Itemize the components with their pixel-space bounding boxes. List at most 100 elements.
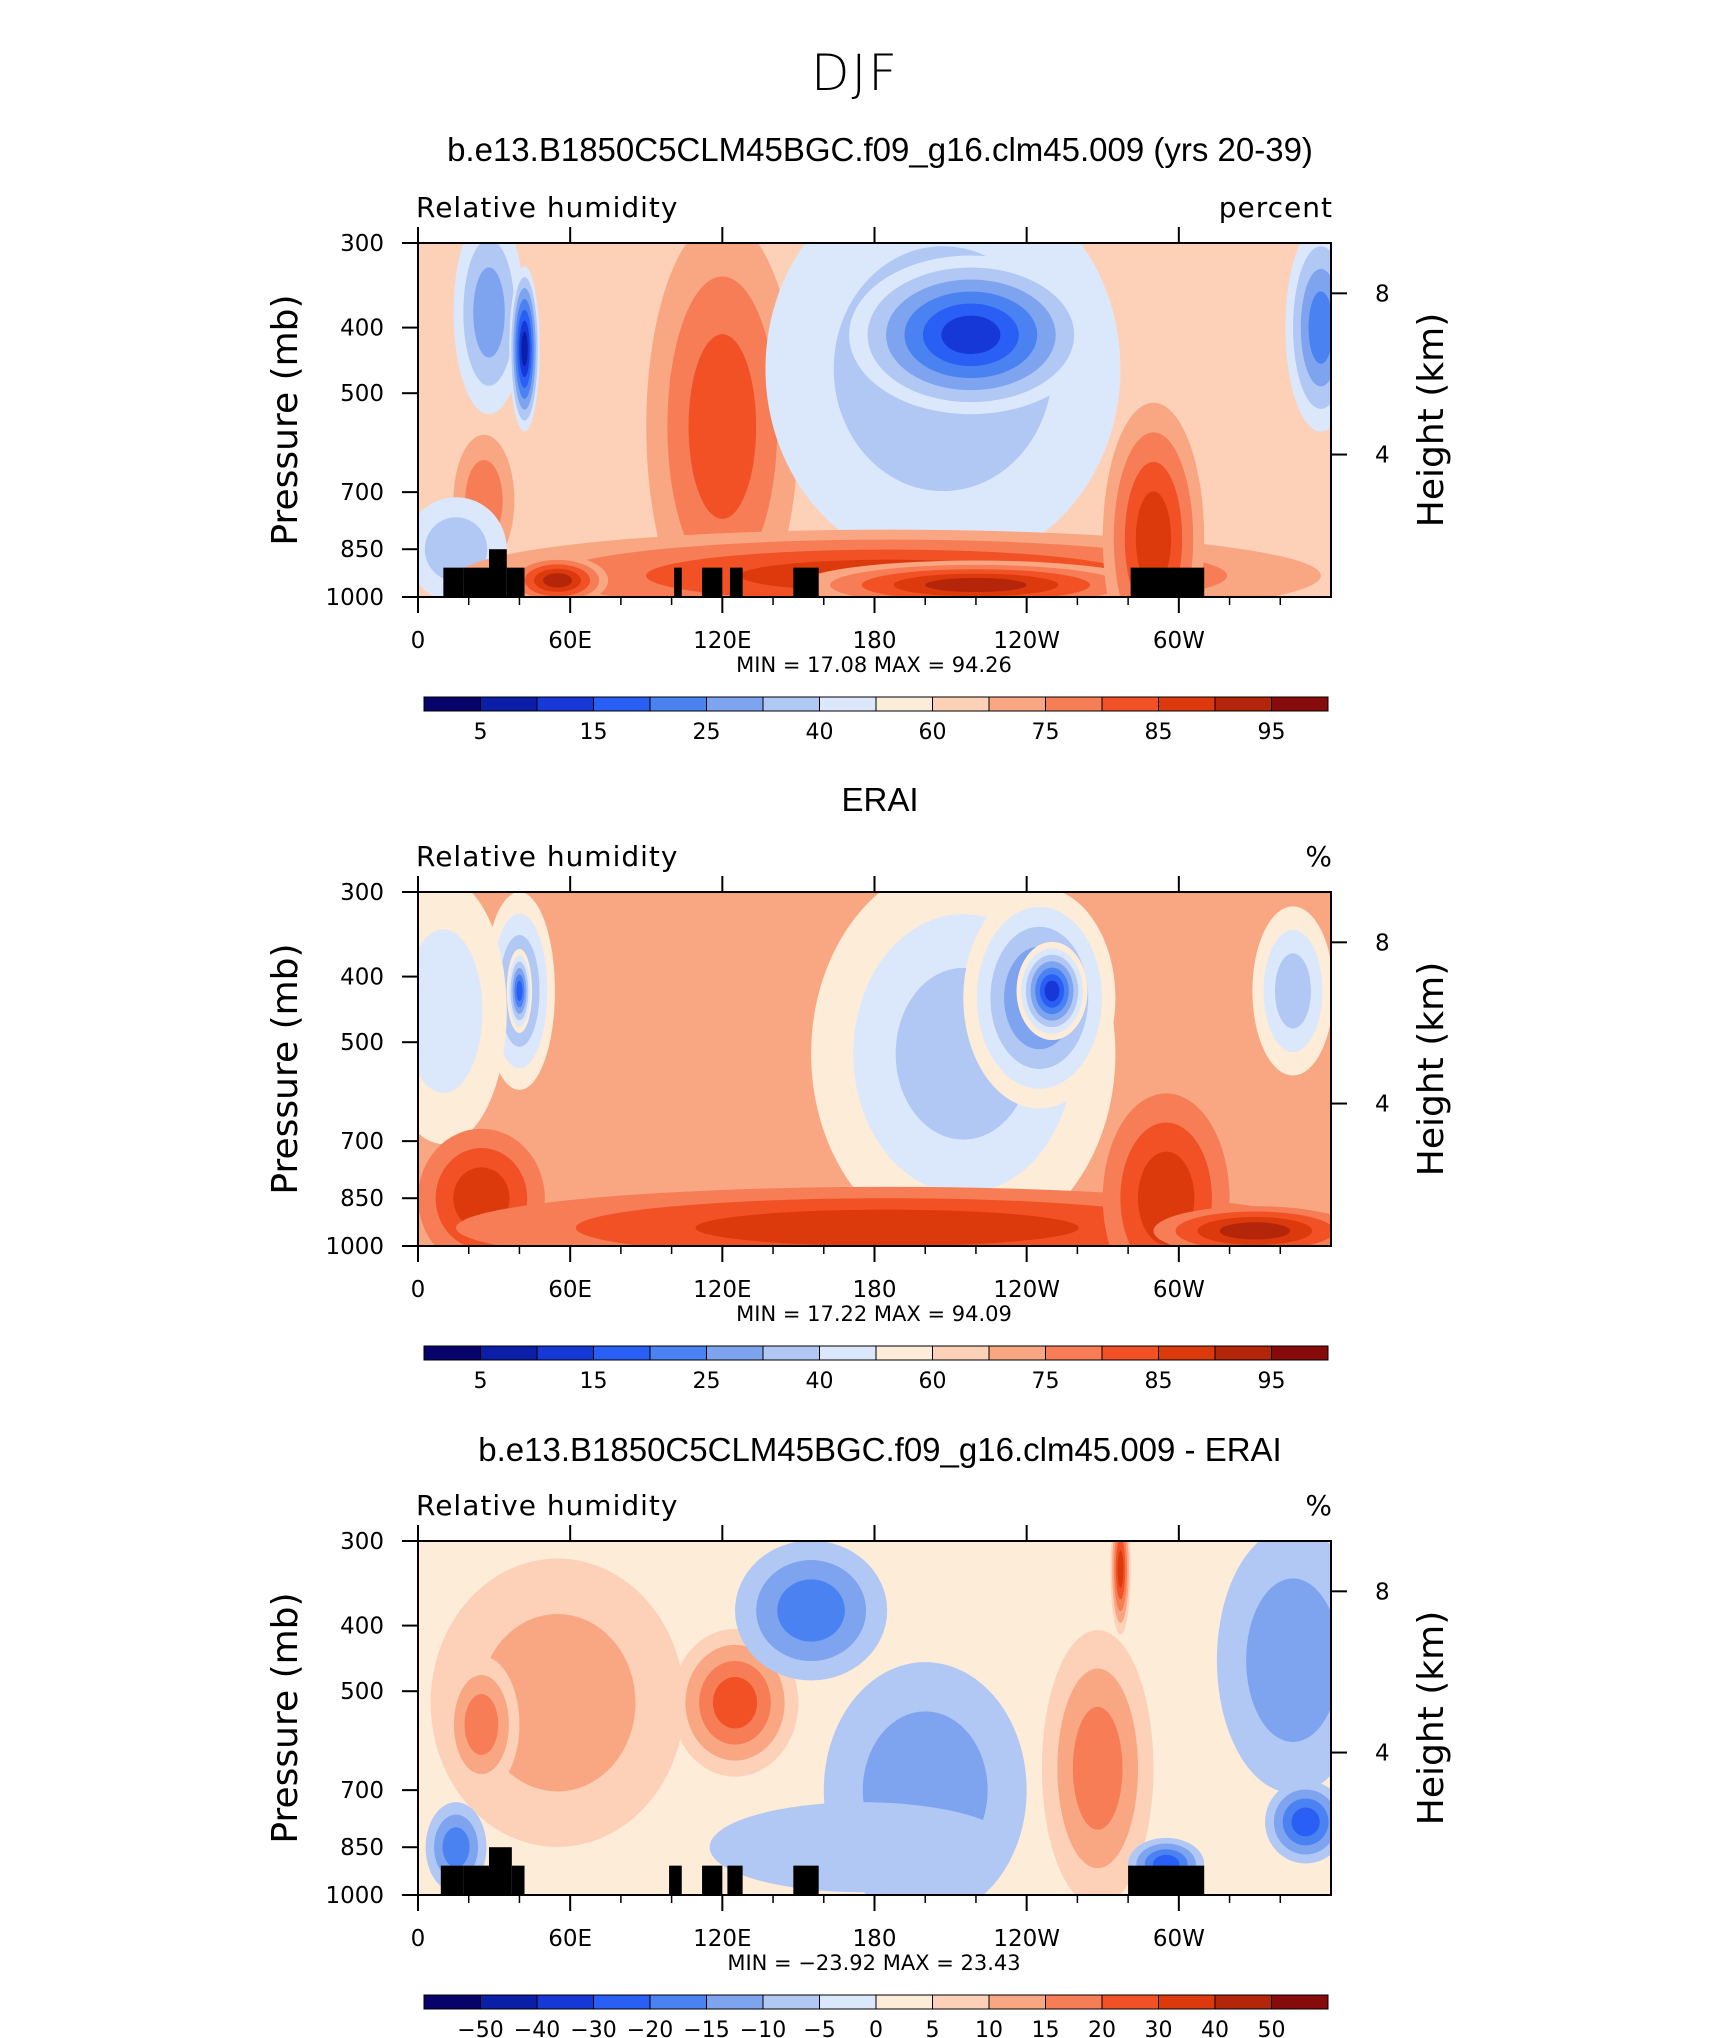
figure-title: DJF [810, 44, 899, 102]
colorbar-label: 85 [1145, 1369, 1173, 1394]
colorbar-box [1101, 1994, 1159, 2010]
y2-axis-label: Height (km) [1411, 962, 1452, 1176]
colorbar-box [1271, 696, 1329, 712]
y-axis-label: Pressure (mb) [265, 943, 306, 1194]
colorbar-label: 60 [919, 1369, 947, 1394]
colorbar-box [875, 696, 933, 712]
colorbar-box [480, 1994, 538, 2010]
topography-mask [511, 1865, 525, 1895]
colorbar-box [1158, 1994, 1216, 2010]
topography-mask [463, 567, 490, 597]
colorbar-box [932, 696, 990, 712]
colorbar-box [875, 1994, 933, 2010]
y-tick-label: 700 [340, 1129, 384, 1155]
x-tick-label: 60E [548, 1277, 592, 1303]
colorbar-label: 0 [869, 2018, 883, 2038]
colorbar-box [819, 1994, 877, 2010]
topography-mask [729, 567, 743, 597]
x-tick-label: 180 [853, 1277, 897, 1303]
x-tick-label: 60W [1153, 628, 1205, 654]
colorbar-label: 5 [474, 720, 488, 745]
x-tick-label: 60W [1153, 1277, 1205, 1303]
panel-units: % [1305, 1489, 1333, 1522]
contour-blob [1274, 953, 1311, 1029]
x-tick-label: 120W [993, 1277, 1060, 1303]
contour-blob [1246, 1578, 1331, 1742]
y-tick-label: 1000 [325, 1234, 384, 1260]
y2-tick-label: 4 [1375, 443, 1390, 469]
topography-mask [443, 567, 464, 597]
y-tick-label: 1000 [325, 585, 384, 611]
panel-subtitle: Relative humidity [416, 1489, 678, 1522]
colorbar-label: 75 [1032, 720, 1060, 745]
x-tick-label: 60E [548, 1926, 592, 1952]
contour-blob [695, 1209, 1079, 1246]
colorbar-box [1158, 1345, 1216, 1361]
topography-mask [674, 567, 682, 597]
contour-field [418, 1541, 1331, 1895]
contour-blob [1308, 291, 1331, 364]
y-tick-label: 300 [340, 880, 384, 906]
colorbar-box [762, 696, 820, 712]
colorbar-box [1045, 1345, 1103, 1361]
topography-mask [702, 1865, 723, 1895]
colorbar-label: −50 [457, 2018, 503, 2038]
colorbar-box [536, 696, 594, 712]
colorbar-box [423, 1345, 481, 1361]
contour-blob [925, 577, 1027, 593]
topography-mask [702, 567, 723, 597]
colorbar-box [649, 1345, 707, 1361]
colorbar-box [593, 696, 651, 712]
colorbar-label: −40 [514, 2018, 560, 2038]
x-tick-label: 120E [693, 1277, 751, 1303]
colorbar-box [1101, 1345, 1159, 1361]
panel-1: 0 60E 120E 180 120W 60W 300 400 500 700 850 1000 8 4 P… [265, 191, 1452, 677]
y-tick-label: 850 [340, 1186, 384, 1212]
colorbar-box [1271, 1994, 1329, 2010]
colorbar-label: 25 [693, 1369, 721, 1394]
colorbar-box [1101, 696, 1159, 712]
contour-blob [418, 929, 483, 1093]
contour-blob [688, 334, 757, 519]
contour-blob [473, 267, 505, 358]
colorbar-label: 25 [693, 720, 721, 745]
y2-tick-label: 8 [1375, 1579, 1390, 1605]
y-tick-label: 300 [340, 1529, 384, 1555]
contour-blob [1072, 1706, 1123, 1830]
contour-blob [516, 980, 523, 1002]
y-tick-label: 300 [340, 231, 384, 257]
x-tick-label: 180 [853, 628, 897, 654]
colorbar-1: 5 15 25 40 60 75 85 95 [423, 696, 1329, 745]
panel-2-title: ERAI [841, 781, 919, 818]
y-axis-label: Pressure (mb) [265, 1592, 306, 1843]
x-tick-label: 0 [411, 1926, 426, 1952]
colorbar-box [536, 1994, 594, 2010]
topography-mask [440, 1865, 464, 1895]
colorbar-box [593, 1994, 651, 2010]
panel-2: 0 60E 120E 180 120W 60W 300 400 500 700 850 1000 8 4 P… [265, 840, 1452, 1326]
contour-blob [777, 1579, 845, 1642]
colorbar-box [706, 1345, 764, 1361]
colorbar-label: 95 [1258, 720, 1286, 745]
panel-3: 0 60E 120E 180 120W 60W 300 400 500 700 850 1000 8 4 P… [265, 1489, 1452, 1975]
contour-blob [542, 573, 572, 588]
y-tick-label: 1000 [325, 1883, 384, 1909]
contour-blob [1044, 980, 1060, 1002]
colorbar-box [649, 1994, 707, 2010]
colorbar-label: 10 [975, 2018, 1003, 2038]
topography-mask [1128, 1865, 1205, 1895]
colorbar-box [1214, 1345, 1272, 1361]
contour-blob [442, 1827, 470, 1868]
topography-mask [727, 1865, 743, 1895]
colorbar-box [1214, 696, 1272, 712]
colorbar-label: −20 [627, 2018, 673, 2038]
colorbar-box [649, 696, 707, 712]
y-tick-label: 400 [340, 1614, 384, 1640]
colorbar-label: −5 [803, 2018, 835, 2038]
min-max-stats: MIN = −23.92 MAX = 23.43 [727, 1951, 1020, 1975]
colorbar-box [819, 1345, 877, 1361]
colorbar-label: 95 [1258, 1369, 1286, 1394]
colorbar-box [988, 1345, 1046, 1361]
contour-blob [1219, 1222, 1291, 1240]
